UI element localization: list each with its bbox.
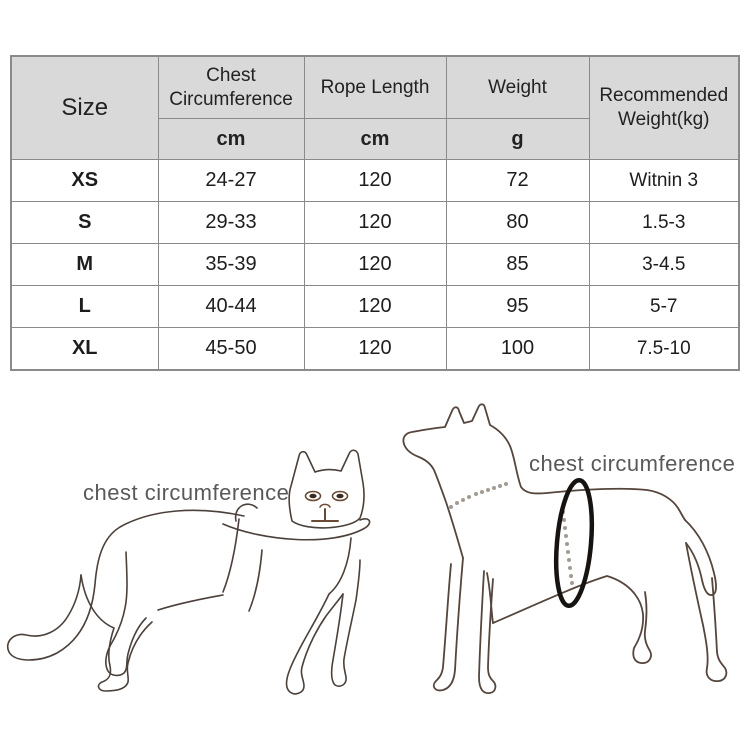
cat-mouth — [311, 508, 339, 522]
header-weight-unit: g — [445, 118, 590, 160]
cat-front-leg-far — [330, 559, 361, 687]
header-weight: Weight — [445, 55, 590, 119]
dog-tail — [684, 519, 717, 596]
cell-size: XS — [10, 159, 159, 202]
cat-hind-leg-far — [105, 551, 147, 677]
dog-collar-dots — [449, 482, 508, 509]
table-row: S 29-33 120 80 1.5-3 — [10, 201, 740, 244]
size-table: Size Chest Circumference Rope Length Wei… — [10, 55, 740, 371]
chest-measure-ellipse — [553, 477, 595, 609]
size-table-body: XS 24-27 120 72 Witnin 3 S 29-33 120 80 … — [10, 159, 740, 371]
dog-front-leg-near — [432, 557, 464, 692]
cell-chest: 35-39 — [157, 243, 305, 286]
cell-weight: 72 — [445, 159, 590, 202]
cat-ruff-sweep — [222, 518, 371, 541]
size-table-header: Size Chest Circumference Rope Length Wei… — [10, 55, 740, 160]
cell-rope: 120 — [303, 159, 447, 202]
cat-pupil-right — [336, 493, 344, 499]
dog-head-back — [402, 403, 686, 521]
cell-rope: 120 — [303, 285, 447, 328]
cat-head — [288, 449, 365, 529]
header-rope-length: Rope Length — [303, 55, 447, 119]
cell-chest: 29-33 — [157, 201, 305, 244]
dog-jaw-neck — [403, 443, 464, 559]
dog-rear-leg-far — [685, 542, 728, 682]
dog-chest-dots — [561, 510, 574, 585]
cell-recommended: 1.5-3 — [588, 201, 740, 244]
dog-chest-circumference-label: chest circumference — [529, 451, 736, 476]
header-recommended-weight: Recommended Weight(kg) — [588, 55, 740, 160]
table-row: M 35-39 120 85 3-4.5 — [10, 243, 740, 286]
cell-weight: 100 — [445, 327, 590, 371]
cell-recommended: 3-4.5 — [588, 243, 740, 286]
cat-back-tail — [7, 509, 245, 661]
cat-harness-strap — [222, 518, 240, 593]
cell-size: M — [10, 243, 159, 286]
cat-eye-right — [331, 490, 349, 502]
cat-front-leg-near — [285, 537, 352, 695]
cell-size: XL — [10, 327, 159, 371]
cat-hind-leg-near — [80, 574, 153, 692]
cat-nose — [319, 503, 331, 508]
cell-weight: 85 — [445, 243, 590, 286]
cat-illustration — [7, 449, 371, 695]
dog-illustration — [402, 403, 728, 694]
cat-chest-circumference-label: chest circumference — [83, 480, 290, 505]
cell-chest: 24-27 — [157, 159, 305, 202]
cell-weight: 95 — [445, 285, 590, 328]
cell-chest: 45-50 — [157, 327, 305, 371]
header-size: Size — [10, 55, 159, 160]
header-chest-unit: cm — [157, 118, 305, 160]
cell-rope: 120 — [303, 243, 447, 286]
table-row: XS 24-27 120 72 Witnin 3 — [10, 159, 740, 202]
dog-belly-rear-leg — [492, 575, 652, 664]
dog-front-leg-far — [478, 570, 497, 694]
cat-pupil-left — [309, 493, 317, 499]
header-rope-unit: cm — [303, 118, 447, 160]
cell-weight: 80 — [445, 201, 590, 244]
cell-recommended: Witnin 3 — [588, 159, 740, 202]
cat-ruff-bump — [234, 503, 258, 522]
cat-belly — [157, 594, 224, 611]
dog-elbow-line — [486, 572, 494, 624]
cell-rope: 120 — [303, 201, 447, 244]
table-row: L 40-44 120 95 5-7 — [10, 285, 740, 328]
cell-size: L — [10, 285, 159, 328]
cat-shoulder-line — [248, 549, 263, 612]
cell-size: S — [10, 201, 159, 244]
cell-rope: 120 — [303, 327, 447, 371]
cell-recommended: 5-7 — [588, 285, 740, 328]
cell-recommended: 7.5-10 — [588, 327, 740, 371]
table-row: XL 45-50 120 100 7.5-10 — [10, 327, 740, 371]
header-chest-circumference: Chest Circumference — [157, 55, 305, 119]
cell-chest: 40-44 — [157, 285, 305, 328]
cat-eye-left — [304, 490, 322, 502]
